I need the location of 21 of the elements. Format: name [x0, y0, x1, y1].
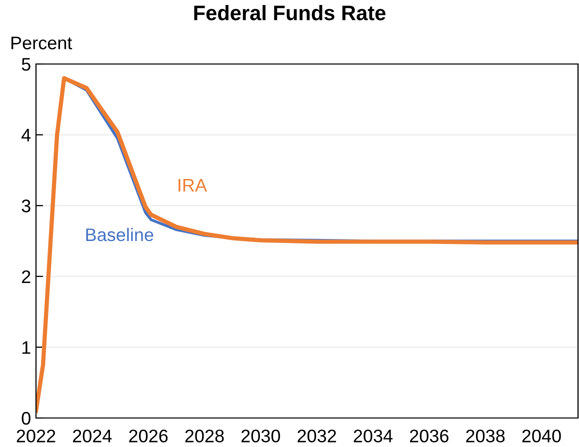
x-tick-label: 2022	[16, 430, 56, 442]
x-tick-label: 2028	[185, 430, 224, 442]
x-tick-label: 2030	[241, 430, 280, 442]
x-tick-label: 2032	[298, 430, 336, 442]
x-tick-label: 2034	[354, 430, 393, 442]
y-tick-label: 2	[22, 270, 30, 283]
x-tick-label: 2040	[522, 430, 561, 442]
y-tick-label: 5	[22, 58, 30, 71]
x-tick-label: 2038	[466, 430, 505, 442]
y-tick-label: 4	[22, 128, 31, 142]
y-tick-label: 1	[22, 341, 30, 354]
y-tick-label: 0	[22, 412, 30, 425]
series-label: IRA	[178, 179, 207, 192]
y-tick-label: 3	[22, 200, 30, 212]
chart-title: Federal Funds Rate	[194, 5, 386, 20]
series-label: Baseline	[86, 228, 154, 242]
x-tick-label: 2024	[72, 430, 112, 442]
x-tick-label: 2036	[410, 430, 448, 442]
y-axis-title: Percent	[11, 36, 72, 50]
x-tick-label: 2026	[129, 430, 168, 442]
line-series	[36, 76, 578, 414]
